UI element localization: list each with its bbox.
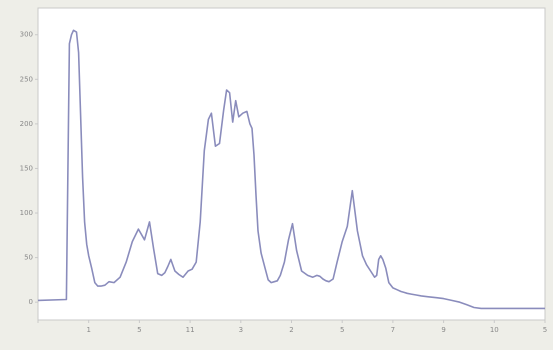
y-tick-group: 0 50 100 150 200 250 300 <box>20 31 38 306</box>
x-tick-label: 3 <box>239 326 243 334</box>
series-line <box>37 29 545 310</box>
x-tick-label: 9 <box>441 326 445 334</box>
y-tick-label: 200 <box>20 120 33 128</box>
y-tick-label: 300 <box>20 31 33 39</box>
x-tick-label: 5 <box>137 326 141 334</box>
x-tick-label: 10 <box>490 326 499 334</box>
y-tick-label: 250 <box>20 75 33 83</box>
x-tick-label: 5 <box>543 326 547 334</box>
y-tick-label: 100 <box>20 209 33 217</box>
x-tick-label: 11 <box>186 326 195 334</box>
y-tick-label: 150 <box>20 164 33 172</box>
x-tick-group: 1 5 11 3 2 5 7 9 10 5 <box>37 320 547 334</box>
y-tick-label: 0 <box>29 298 33 306</box>
x-tick-label: 5 <box>340 326 344 334</box>
x-tick-label: 7 <box>391 326 395 334</box>
plot-area <box>37 7 546 321</box>
x-tick-label: 1 <box>86 326 90 334</box>
y-tick-label: 50 <box>24 254 33 262</box>
x-tick-label: 2 <box>289 326 293 334</box>
